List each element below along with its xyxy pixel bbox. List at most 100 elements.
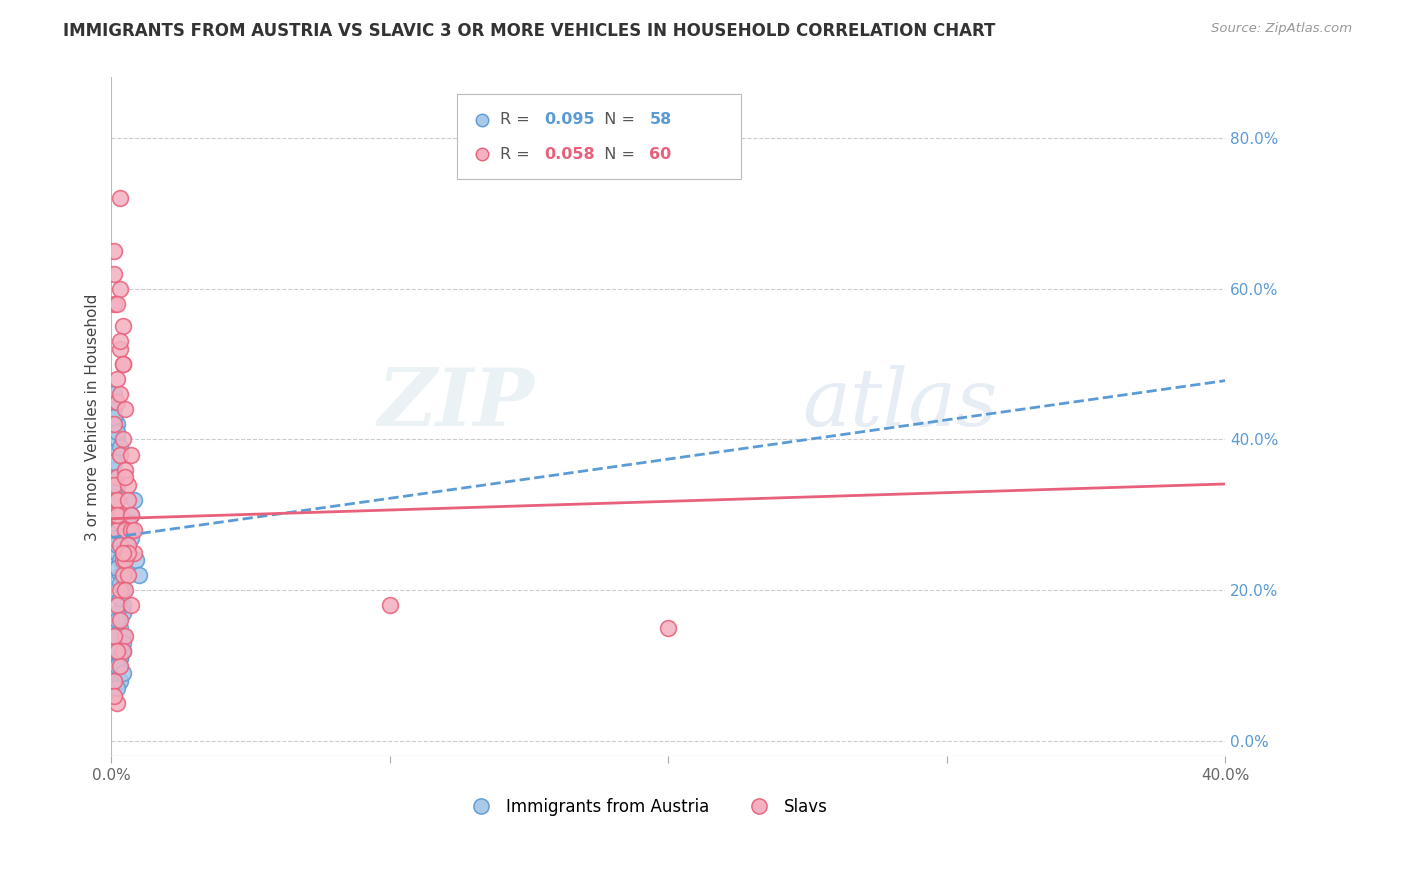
Point <box>103 463 125 477</box>
Point <box>103 508 125 522</box>
Point <box>105 372 128 386</box>
Point <box>108 440 131 454</box>
Point <box>105 697 128 711</box>
Point <box>117 546 139 560</box>
Point <box>117 568 139 582</box>
Text: 0.095: 0.095 <box>544 112 595 128</box>
Point <box>117 492 139 507</box>
Point <box>103 402 125 417</box>
Point <box>117 516 139 530</box>
Point <box>111 546 134 560</box>
Point <box>105 614 128 628</box>
Point <box>111 568 134 582</box>
Point <box>111 643 134 657</box>
Point <box>103 621 125 635</box>
Point <box>103 296 125 310</box>
Text: R =: R = <box>501 112 536 128</box>
Point <box>105 433 128 447</box>
Text: ZIP: ZIP <box>378 365 534 442</box>
Point <box>117 477 139 491</box>
Point <box>105 606 128 620</box>
Text: N =: N = <box>593 146 640 161</box>
Point <box>114 470 136 484</box>
Point <box>105 658 128 673</box>
FancyBboxPatch shape <box>457 95 741 179</box>
Point <box>108 651 131 665</box>
Point <box>108 591 131 605</box>
Point <box>108 334 131 349</box>
Point <box>103 417 125 432</box>
Point <box>111 546 134 560</box>
Point <box>105 492 128 507</box>
Point <box>105 658 128 673</box>
Point <box>108 568 131 582</box>
Text: atlas: atlas <box>801 365 997 442</box>
Point <box>108 342 131 356</box>
Point <box>103 244 125 258</box>
Point <box>111 629 134 643</box>
Point <box>120 523 142 537</box>
Point <box>103 409 125 424</box>
Point <box>103 500 125 515</box>
Point <box>111 319 134 334</box>
Point <box>108 583 131 598</box>
Point <box>108 448 131 462</box>
Point <box>103 477 125 491</box>
Point <box>105 523 128 537</box>
Point <box>122 492 145 507</box>
Point <box>108 538 131 552</box>
Point <box>108 387 131 401</box>
Point <box>120 531 142 545</box>
Text: 0.058: 0.058 <box>544 146 595 161</box>
Text: N =: N = <box>593 112 640 128</box>
Point <box>103 523 125 537</box>
Point <box>105 296 128 310</box>
Point <box>103 666 125 681</box>
Point <box>125 553 148 567</box>
Point <box>103 508 125 522</box>
Point <box>108 448 131 462</box>
Point <box>105 394 128 409</box>
Point <box>105 614 128 628</box>
Point <box>120 508 142 522</box>
Point <box>108 651 131 665</box>
Text: R =: R = <box>501 146 536 161</box>
Point <box>103 689 125 703</box>
Point <box>105 560 128 574</box>
Point <box>105 492 128 507</box>
Point <box>114 583 136 598</box>
Point <box>105 643 128 657</box>
Point <box>103 531 125 545</box>
Legend: Immigrants from Austria, Slavs: Immigrants from Austria, Slavs <box>457 791 835 822</box>
Point <box>105 681 128 696</box>
Point <box>103 673 125 688</box>
Point <box>105 470 128 484</box>
Y-axis label: 3 or more Vehicles in Household: 3 or more Vehicles in Household <box>86 293 100 541</box>
Point <box>120 508 142 522</box>
Point <box>108 516 131 530</box>
Point <box>105 425 128 439</box>
Point <box>111 643 134 657</box>
Point <box>117 538 139 552</box>
Point <box>108 553 131 567</box>
Point <box>108 673 131 688</box>
Point <box>111 433 134 447</box>
Point <box>114 629 136 643</box>
Point <box>378 599 401 613</box>
Point <box>105 417 128 432</box>
Point <box>105 485 128 500</box>
Text: 58: 58 <box>650 112 672 128</box>
Point <box>657 621 679 635</box>
Point <box>122 546 145 560</box>
Point <box>114 553 136 567</box>
Point <box>108 614 131 628</box>
Point <box>105 470 128 484</box>
Point <box>105 599 128 613</box>
Point <box>105 477 128 491</box>
Point <box>114 402 136 417</box>
Point <box>108 621 131 635</box>
Point <box>105 546 128 560</box>
Point <box>111 666 134 681</box>
Point <box>117 538 139 552</box>
Point <box>111 599 134 613</box>
